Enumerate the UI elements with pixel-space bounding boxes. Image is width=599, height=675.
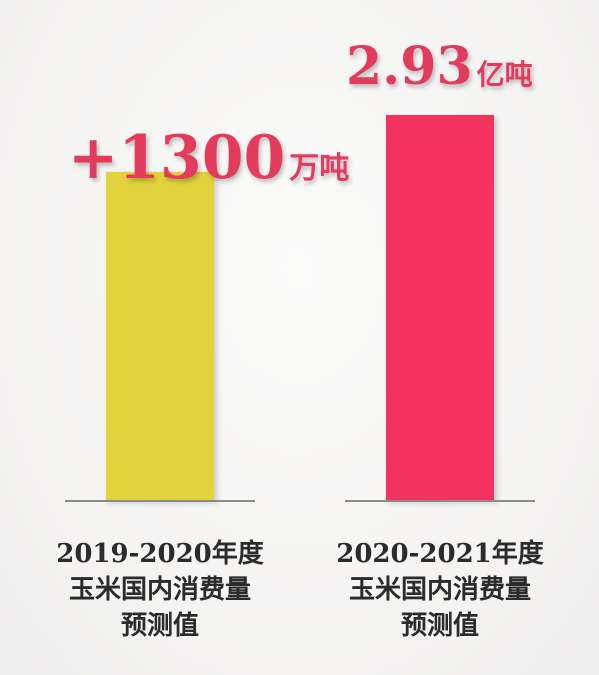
value-annotation-2: 2.93 亿吨 <box>346 36 533 97</box>
value-annotation-1: +1300 万吨 <box>68 123 349 193</box>
category-label-1-line-2: 玉米国内消费量 <box>69 575 251 605</box>
category-label-2-line-1: 2020-2021年度 <box>336 538 544 569</box>
bar-1 <box>106 171 214 500</box>
value-annotation-unit-1: 万吨 <box>289 151 349 186</box>
category-label-1-line-3: 预测值 <box>121 611 199 641</box>
value-annotation-number-2: 2.93 <box>346 36 473 97</box>
value-annotation-unit-2: 亿吨 <box>477 58 533 91</box>
value-annotation-number-1: +1300 <box>68 123 285 193</box>
category-label-1-line-1: 2019-2020年度 <box>56 538 264 569</box>
bar-2 <box>386 115 494 500</box>
category-label-2-line-3: 预测值 <box>401 611 479 641</box>
category-label-2-line-2: 玉米国内消费量 <box>349 575 531 605</box>
